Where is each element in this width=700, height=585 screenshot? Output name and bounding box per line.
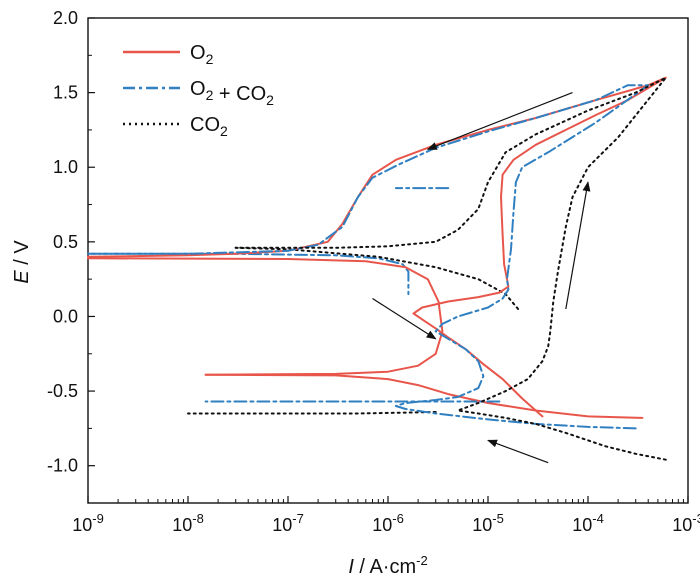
arrow-middle-down-right: [372, 298, 437, 340]
series-line-2: [234, 76, 667, 461]
y-tick-label: 1.5: [53, 83, 78, 103]
x-tick-label: 10-7: [272, 511, 304, 535]
y-tick-label: -0.5: [47, 381, 78, 401]
legend-label-2: CO2: [190, 114, 228, 139]
curves-layer: [87, 76, 667, 461]
arrow-bottom-left: [487, 439, 549, 464]
x-axis-title-symbol: I: [348, 556, 354, 578]
y-tick-label: 0.0: [53, 306, 78, 326]
x-tick-label: 10-6: [372, 511, 404, 535]
x-tick-label: 10-4: [572, 511, 604, 535]
y-tick-label: 0.5: [53, 232, 78, 252]
legend-label-1: O2 + CO2: [190, 78, 274, 108]
y-axis-title: E / V: [11, 240, 33, 284]
arrow-upper-left: [426, 92, 573, 150]
arrows-layer: [372, 92, 591, 464]
o2-lower-cathodic: [204, 373, 644, 419]
y-tick-label: 2.0: [53, 8, 78, 28]
series-line-1: [87, 84, 650, 430]
axes-layer: 10-9 10-8 10-7 10-6 10-5 10-4 10-3 -1.0 -0.5 0.0 0…: [47, 8, 700, 535]
o2-upper-cathodic: [87, 257, 444, 376]
arrow-right-up: [565, 181, 591, 310]
x-tick-label: 10-5: [472, 511, 504, 535]
y-axis-title-unit: / V: [11, 240, 33, 271]
y-tick-label: -1.0: [47, 456, 78, 476]
co2-upper-cathodic: [234, 246, 520, 310]
y-tick-label: 1.0: [53, 157, 78, 177]
x-tick-label: 10-3: [672, 511, 700, 535]
x-tick-label: 10-8: [172, 511, 204, 535]
co2-lower-cathodic: [187, 411, 437, 415]
x-axis-title-exponent: -2: [416, 553, 428, 568]
series-line-0: [87, 76, 667, 418]
x-axis-title: I / A·cm-2: [348, 553, 427, 578]
y-axis-title-symbol: E: [11, 270, 33, 284]
legend-label-0: O2: [190, 42, 214, 67]
legend: O2 O2 + CO2 CO2: [123, 42, 274, 139]
o2-co2-upper-cathodic: [87, 252, 410, 296]
x-axis-title-unit: / A·cm: [354, 556, 416, 578]
x-tick-label: 10-9: [72, 511, 104, 535]
